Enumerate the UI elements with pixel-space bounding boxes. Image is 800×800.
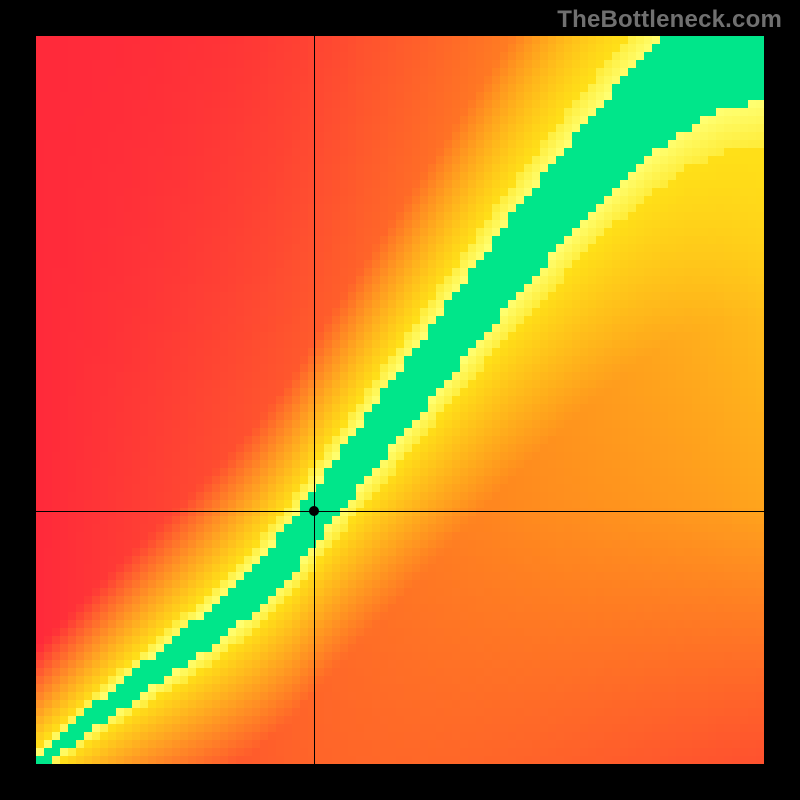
crosshair-horizontal xyxy=(36,511,764,512)
chart-frame: TheBottleneck.com xyxy=(0,0,800,800)
watermark-text: TheBottleneck.com xyxy=(557,6,782,34)
crosshair-marker xyxy=(309,506,319,516)
crosshair-vertical xyxy=(314,36,315,764)
plot-area xyxy=(36,36,764,764)
heatmap-canvas xyxy=(36,36,764,764)
